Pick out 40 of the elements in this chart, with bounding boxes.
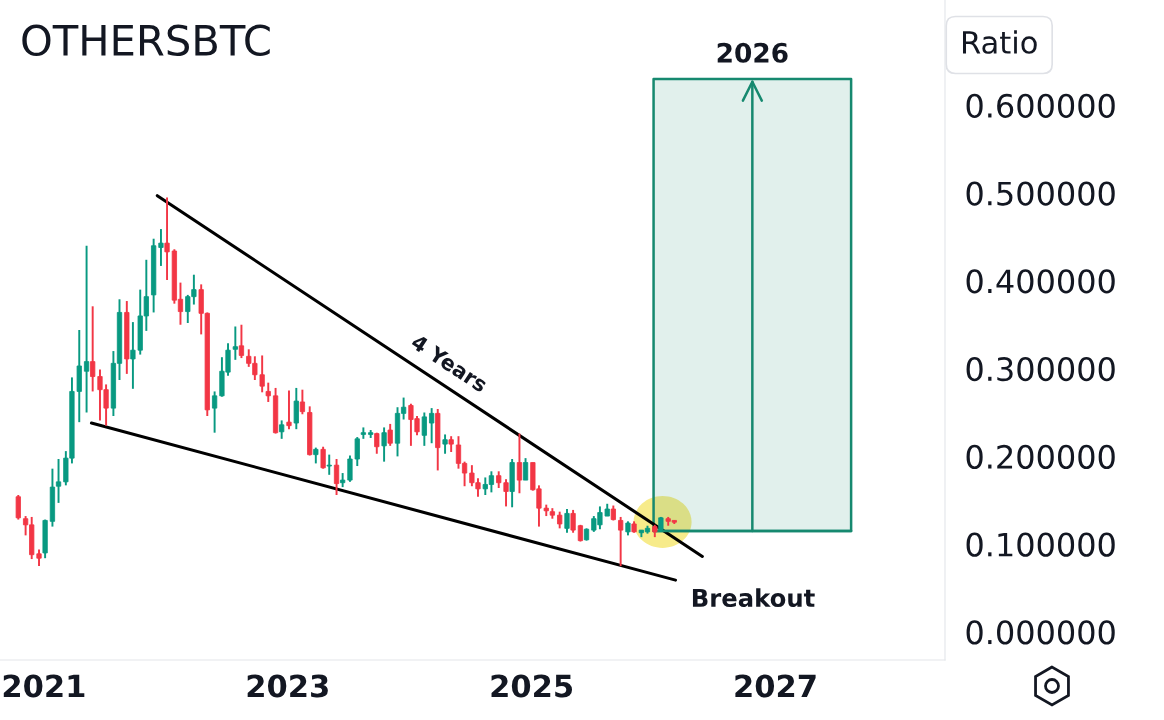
candlestick — [265, 381, 271, 403]
y-tick-label: 0.300000 — [966, 357, 1115, 382]
x-tick-label: 2027 — [735, 674, 816, 698]
candlestick — [238, 323, 245, 360]
candlestick — [15, 494, 21, 521]
y-tick-label: 0.200000 — [966, 444, 1115, 469]
candlestick — [333, 458, 340, 496]
candlestick — [286, 389, 292, 431]
candlestick — [158, 228, 164, 267]
x-tick-label: 2023 — [247, 674, 328, 698]
candlestick — [516, 432, 523, 495]
candlestick — [570, 508, 576, 534]
candlestick — [293, 386, 299, 431]
candlestick — [232, 325, 238, 361]
candlestick — [326, 453, 332, 476]
y-tick-label: 0.600000 — [966, 93, 1115, 118]
candlestick — [618, 515, 624, 568]
candlestick — [442, 433, 448, 455]
candlestick — [211, 390, 218, 434]
candlestick — [421, 411, 427, 447]
candlestick — [387, 422, 393, 447]
y-tick-label: 0.100000 — [966, 532, 1115, 557]
chart-title: OTHERSBTC — [22, 24, 270, 57]
candlestick — [83, 244, 90, 414]
candlestick — [564, 508, 570, 534]
candlestick — [279, 419, 285, 440]
candlestick — [164, 196, 170, 281]
y-tick-label: 0.500000 — [966, 181, 1115, 206]
y-axis-title: Ratio — [963, 30, 1037, 54]
annotation: 2026 — [717, 42, 788, 63]
candlestick — [381, 426, 387, 463]
x-tick-label: 2025 — [491, 674, 573, 698]
candlestick — [320, 445, 326, 470]
annotation: Breakout — [692, 588, 815, 608]
y-tick-label: 0.000000 — [966, 620, 1115, 645]
candlestick — [429, 407, 435, 445]
y-tick-label: 0.400000 — [966, 269, 1115, 294]
candlestick — [299, 388, 306, 416]
candlestick — [522, 457, 529, 482]
x-tick-label: 2021 — [3, 674, 85, 698]
